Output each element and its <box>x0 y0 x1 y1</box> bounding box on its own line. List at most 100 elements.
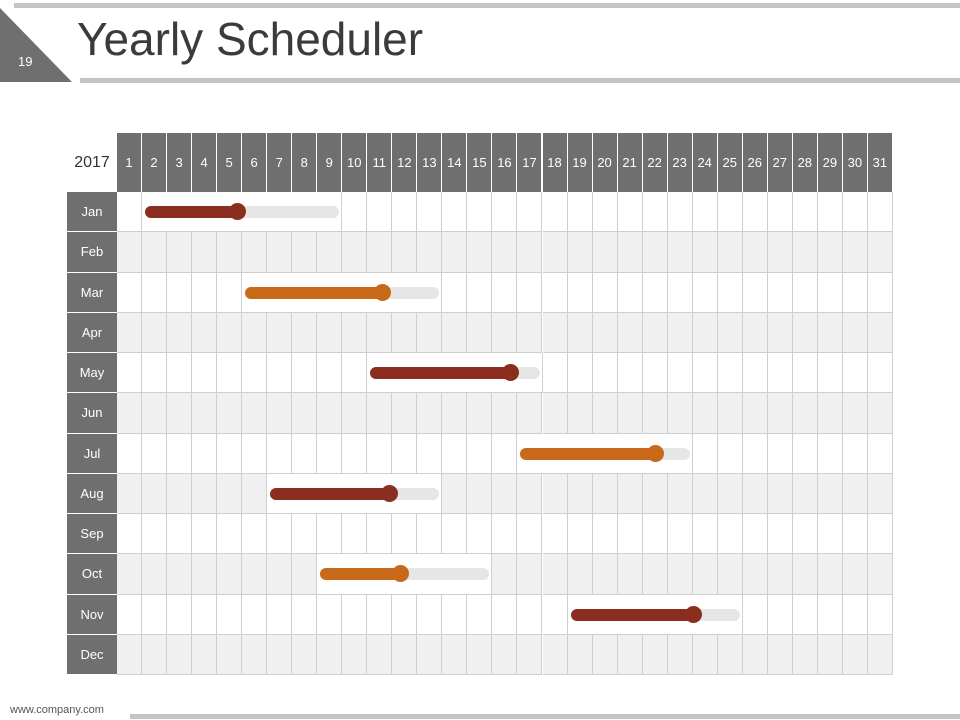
day-cell[interactable] <box>567 232 593 273</box>
day-cell[interactable] <box>417 393 443 434</box>
day-cell[interactable] <box>267 514 293 555</box>
day-cell[interactable] <box>817 312 843 353</box>
day-cell[interactable] <box>442 634 468 675</box>
day-cell[interactable] <box>742 554 768 595</box>
day-cell[interactable] <box>367 594 393 635</box>
day-cell[interactable] <box>492 232 518 273</box>
day-cell[interactable] <box>492 312 518 353</box>
day-cell[interactable] <box>292 594 318 635</box>
day-cell[interactable] <box>467 192 493 233</box>
day-cell[interactable] <box>842 312 868 353</box>
day-cell[interactable] <box>767 312 793 353</box>
day-cell[interactable] <box>592 393 618 434</box>
day-cell[interactable] <box>767 473 793 514</box>
day-cell[interactable] <box>717 433 743 474</box>
day-cell[interactable] <box>367 232 393 273</box>
day-cell[interactable] <box>817 514 843 555</box>
day-cell[interactable] <box>392 393 418 434</box>
day-cell[interactable] <box>642 514 668 555</box>
day-cell[interactable] <box>767 433 793 474</box>
day-cell[interactable] <box>692 192 718 233</box>
day-cell[interactable] <box>142 634 168 675</box>
day-cell[interactable] <box>867 514 893 555</box>
day-cell[interactable] <box>367 393 393 434</box>
day-cell[interactable] <box>592 514 618 555</box>
day-cell[interactable] <box>167 554 193 595</box>
day-cell[interactable] <box>817 272 843 313</box>
day-cell[interactable] <box>817 433 843 474</box>
day-cell[interactable] <box>692 353 718 394</box>
day-cell[interactable] <box>467 514 493 555</box>
day-cell[interactable] <box>717 514 743 555</box>
day-cell[interactable] <box>442 232 468 273</box>
day-cell[interactable] <box>442 514 468 555</box>
day-cell[interactable] <box>142 272 168 313</box>
day-cell[interactable] <box>467 634 493 675</box>
day-cell[interactable] <box>617 634 643 675</box>
progress-handle[interactable] <box>501 364 519 382</box>
day-cell[interactable] <box>142 554 168 595</box>
day-cell[interactable] <box>267 554 293 595</box>
day-cell[interactable] <box>742 272 768 313</box>
day-cell[interactable] <box>217 272 243 313</box>
day-cell[interactable] <box>692 272 718 313</box>
day-cell[interactable] <box>742 634 768 675</box>
day-cell[interactable] <box>867 272 893 313</box>
day-cell[interactable] <box>592 353 618 394</box>
day-cell[interactable] <box>792 433 818 474</box>
day-cell[interactable] <box>167 312 193 353</box>
day-cell[interactable] <box>592 473 618 514</box>
day-cell[interactable] <box>867 594 893 635</box>
day-cell[interactable] <box>117 353 143 394</box>
day-cell[interactable] <box>342 353 368 394</box>
day-cell[interactable] <box>317 433 343 474</box>
day-cell[interactable] <box>342 192 368 233</box>
day-cell[interactable] <box>117 634 143 675</box>
day-cell[interactable] <box>592 312 618 353</box>
day-cell[interactable] <box>442 272 468 313</box>
day-cell[interactable] <box>542 393 568 434</box>
day-cell[interactable] <box>442 312 468 353</box>
day-cell[interactable] <box>642 272 668 313</box>
day-cell[interactable] <box>542 594 568 635</box>
day-cell[interactable] <box>392 433 418 474</box>
day-cell[interactable] <box>867 473 893 514</box>
day-cell[interactable] <box>142 514 168 555</box>
day-cell[interactable] <box>842 634 868 675</box>
day-cell[interactable] <box>417 433 443 474</box>
day-cell[interactable] <box>217 554 243 595</box>
day-cell[interactable] <box>192 353 218 394</box>
day-cell[interactable] <box>767 594 793 635</box>
day-cell[interactable] <box>367 634 393 675</box>
day-cell[interactable] <box>842 594 868 635</box>
day-cell[interactable] <box>667 554 693 595</box>
day-cell[interactable] <box>867 232 893 273</box>
day-cell[interactable] <box>717 554 743 595</box>
day-cell[interactable] <box>417 634 443 675</box>
day-cell[interactable] <box>367 312 393 353</box>
day-cell[interactable] <box>467 594 493 635</box>
day-cell[interactable] <box>742 232 768 273</box>
day-cell[interactable] <box>517 192 543 233</box>
day-cell[interactable] <box>217 634 243 675</box>
day-cell[interactable] <box>867 554 893 595</box>
day-cell[interactable] <box>217 594 243 635</box>
day-cell[interactable] <box>367 192 393 233</box>
day-cell[interactable] <box>217 312 243 353</box>
day-cell[interactable] <box>517 473 543 514</box>
day-cell[interactable] <box>367 433 393 474</box>
day-cell[interactable] <box>342 514 368 555</box>
day-cell[interactable] <box>642 353 668 394</box>
day-cell[interactable] <box>142 594 168 635</box>
day-cell[interactable] <box>542 554 568 595</box>
day-cell[interactable] <box>717 192 743 233</box>
day-cell[interactable] <box>592 272 618 313</box>
day-cell[interactable] <box>442 393 468 434</box>
day-cell[interactable] <box>842 272 868 313</box>
progress-handle[interactable] <box>381 484 399 502</box>
day-cell[interactable] <box>667 353 693 394</box>
progress-handle[interactable] <box>685 605 703 623</box>
day-cell[interactable] <box>567 312 593 353</box>
day-cell[interactable] <box>792 473 818 514</box>
day-cell[interactable] <box>642 393 668 434</box>
